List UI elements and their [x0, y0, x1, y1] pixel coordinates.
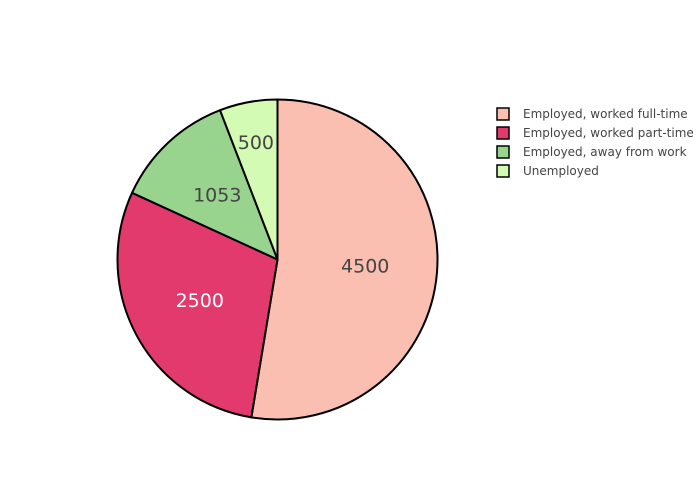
slice-value-label: 1053 — [193, 184, 241, 206]
slice-value-label: 4500 — [341, 256, 389, 278]
slice-value-label: 2500 — [176, 290, 224, 312]
pie-slice-employed-worked-full-time[interactable] — [250, 98, 439, 421]
legend-item-employed-away-from-work[interactable]: Employed, away from work — [496, 145, 687, 159]
pie-slices — [116, 98, 439, 421]
legend-swatch — [496, 107, 510, 121]
legend-swatch — [496, 126, 510, 140]
legend-label: Employed, away from work — [523, 145, 687, 159]
legend-label: Employed, worked part-time — [523, 126, 694, 140]
legend: Employed, worked full-time Employed, work… — [496, 107, 694, 178]
legend-item-unemployed[interactable]: Unemployed — [496, 164, 599, 178]
slice-value-label: 500 — [238, 132, 274, 154]
slice-labels: 4500 2500 1053 500 — [176, 132, 390, 312]
legend-item-employed-worked-part-time[interactable]: Employed, worked part-time — [496, 126, 694, 140]
pie-slice-employed-away-from-work[interactable] — [131, 109, 279, 261]
legend-item-employed-worked-full-time[interactable]: Employed, worked full-time — [496, 107, 688, 121]
legend-swatch — [496, 145, 510, 159]
legend-label: Employed, worked full-time — [523, 107, 688, 121]
pie-slice-employed-worked-part-time[interactable] — [116, 191, 279, 419]
pie-slice-unemployed[interactable] — [219, 98, 279, 261]
legend-swatch — [496, 164, 510, 178]
legend-label: Unemployed — [523, 164, 599, 178]
